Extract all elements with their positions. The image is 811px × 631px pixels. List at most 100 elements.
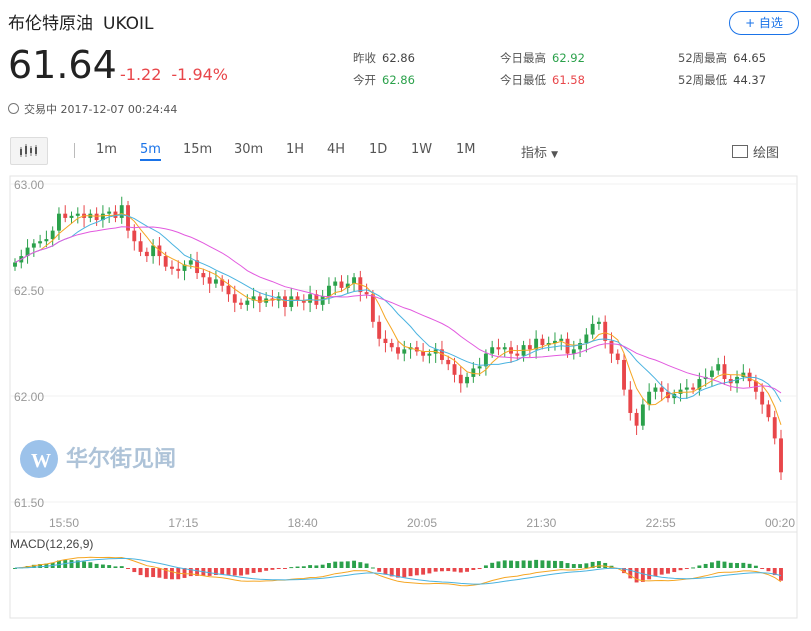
price-change: -1.22 -1.94% <box>120 65 228 84</box>
macd-bar <box>276 568 281 569</box>
macd-bar <box>584 563 589 568</box>
macd-bar <box>377 568 382 572</box>
macd-bar <box>691 567 696 569</box>
chart-draw-icon <box>731 145 748 158</box>
macd-bar <box>314 565 319 568</box>
macd-bar <box>333 561 338 568</box>
x-tick-label: 15:50 <box>49 516 79 530</box>
candle-body <box>427 353 432 356</box>
macd-bar <box>107 565 112 568</box>
macd-bar <box>389 568 394 577</box>
macd-bar <box>383 568 388 575</box>
chart-toolbar: 1m 5m 15m 30m 1H 4H 1D 1W 1M 指标 ▼ 绘图 <box>10 137 799 165</box>
candle-body <box>716 364 721 371</box>
candle-body <box>477 366 482 369</box>
macd-bar <box>195 568 200 576</box>
stat-prev-close: 昨收 62.86 <box>353 51 415 65</box>
draw-button[interactable]: 绘图 <box>731 142 779 161</box>
candle-body <box>578 343 583 350</box>
macd-bar <box>132 568 137 573</box>
macd-bar <box>496 561 501 568</box>
macd-dea-line <box>14 557 782 585</box>
chart-frame <box>9 175 798 619</box>
candle-body <box>609 340 614 354</box>
macd-label: MACD(12,26,9) <box>10 537 93 551</box>
add-watchlist-button[interactable]: + 自选 <box>729 11 799 35</box>
tab-1d[interactable]: 1D <box>369 142 388 157</box>
y-tick-label: 62.00 <box>14 390 44 404</box>
macd-bar <box>527 560 532 568</box>
tab-1m[interactable]: 1m <box>96 142 117 157</box>
macd-bar <box>465 568 470 572</box>
macd-bar <box>220 568 225 575</box>
candle-body <box>540 338 545 346</box>
candlestick-icon[interactable] <box>10 137 48 165</box>
tab-15m[interactable]: 15m <box>183 142 213 157</box>
candle-body <box>440 349 444 360</box>
instrument-symbol: UKOIL <box>103 14 154 34</box>
candle-body <box>559 338 564 341</box>
stat-day-low: 今日最低 61.58 <box>500 73 585 87</box>
macd-bar <box>659 568 664 575</box>
tab-1h[interactable]: 1H <box>286 142 305 157</box>
candle-body <box>496 347 501 350</box>
macd-bar <box>396 568 400 578</box>
instrument-title: 布伦特原油 UKOIL <box>8 9 154 34</box>
ma10-line <box>14 214 782 402</box>
macd-bar <box>741 562 746 568</box>
candle-body <box>308 294 313 303</box>
candle-body <box>515 353 520 356</box>
candle-body <box>239 302 243 305</box>
macd-bar <box>88 562 93 568</box>
ma20-line <box>14 226 782 394</box>
candle-body <box>207 277 212 284</box>
macd-dif-line <box>14 556 782 587</box>
macd-bar <box>458 568 463 573</box>
tab-1w[interactable]: 1W <box>411 142 433 157</box>
candle-body <box>534 338 539 350</box>
candle-body <box>38 241 43 244</box>
candle-body <box>151 245 156 257</box>
macd-bar <box>295 566 300 568</box>
macd-bar <box>590 561 595 568</box>
candle-body <box>345 283 350 288</box>
tab-1mo[interactable]: 1M <box>456 142 476 157</box>
x-tick-label: 18:40 <box>288 516 318 530</box>
candle-body <box>571 349 576 354</box>
macd-bar <box>684 568 689 569</box>
candle-body <box>389 343 394 348</box>
macd-bar <box>716 560 721 568</box>
macd-bar <box>446 568 451 572</box>
tab-30m[interactable]: 30m <box>234 142 264 157</box>
macd-bar <box>653 568 658 577</box>
candle-body <box>69 215 74 218</box>
macd-bar <box>452 568 457 572</box>
clock-icon <box>8 103 19 114</box>
macd-bar <box>628 568 633 579</box>
candle-body <box>257 296 262 303</box>
instrument-name: 布伦特原油 <box>8 14 93 34</box>
macd-bar <box>308 565 313 568</box>
candle-body <box>320 296 325 305</box>
macd-bar <box>483 565 488 568</box>
ma5-line <box>14 213 782 425</box>
price-chart[interactable]: 63.00 62.50 62.00 61.50 W 华尔街见闻 15:50 17:15 18:4… <box>0 172 811 627</box>
macd-bar <box>540 560 545 568</box>
macd-bar <box>553 560 557 568</box>
macd-bar <box>414 568 419 576</box>
candle-body <box>615 353 620 360</box>
candle-body <box>57 213 61 231</box>
macd-bar <box>370 567 375 569</box>
candle-body <box>232 294 237 303</box>
indicator-dropdown[interactable]: 指标 ▼ <box>521 146 559 161</box>
candle-body <box>553 340 557 343</box>
tab-5m[interactable]: 5m <box>140 142 161 161</box>
candle-body <box>779 438 783 473</box>
candle-body <box>107 211 112 214</box>
macd-bar <box>113 566 118 568</box>
tab-4h[interactable]: 4H <box>327 142 346 157</box>
macd-bar <box>640 568 645 582</box>
candle-body <box>75 213 80 216</box>
candle-body <box>126 205 130 231</box>
candle-body <box>772 417 777 439</box>
